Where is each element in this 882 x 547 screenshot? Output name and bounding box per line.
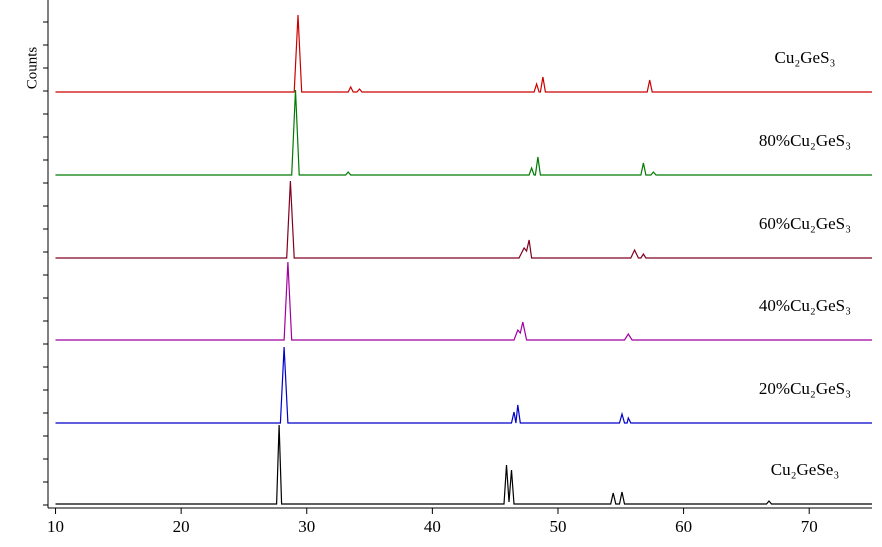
x-tick-label: 50 [549, 517, 566, 536]
series-label: Cu₂GeSe₃ [771, 460, 840, 479]
x-tick-label: 40 [424, 517, 441, 536]
x-tick-label: 20 [173, 517, 190, 536]
series-label: 20%Cu₂GeS₃ [759, 379, 851, 398]
x-tick-label: 10 [47, 517, 64, 536]
xrd-pattern [55, 89, 872, 176]
xrd-pattern [55, 261, 872, 341]
x-tick-label: 60 [675, 517, 692, 536]
series-label: 60%Cu₂GeS₃ [759, 214, 851, 233]
x-tick-label: 70 [801, 517, 818, 536]
xrd-pattern [55, 14, 872, 93]
xrd-pattern [55, 346, 872, 424]
series-label: 80%Cu₂GeS₃ [759, 131, 851, 150]
y-axis-label: Counts [24, 47, 40, 90]
series-label: Cu₂GeS₃ [775, 48, 836, 67]
xrd-pattern [55, 180, 872, 259]
x-tick-label: 30 [298, 517, 315, 536]
series-label: 40%Cu₂GeS₃ [759, 296, 851, 315]
xrd-pattern [55, 424, 872, 505]
